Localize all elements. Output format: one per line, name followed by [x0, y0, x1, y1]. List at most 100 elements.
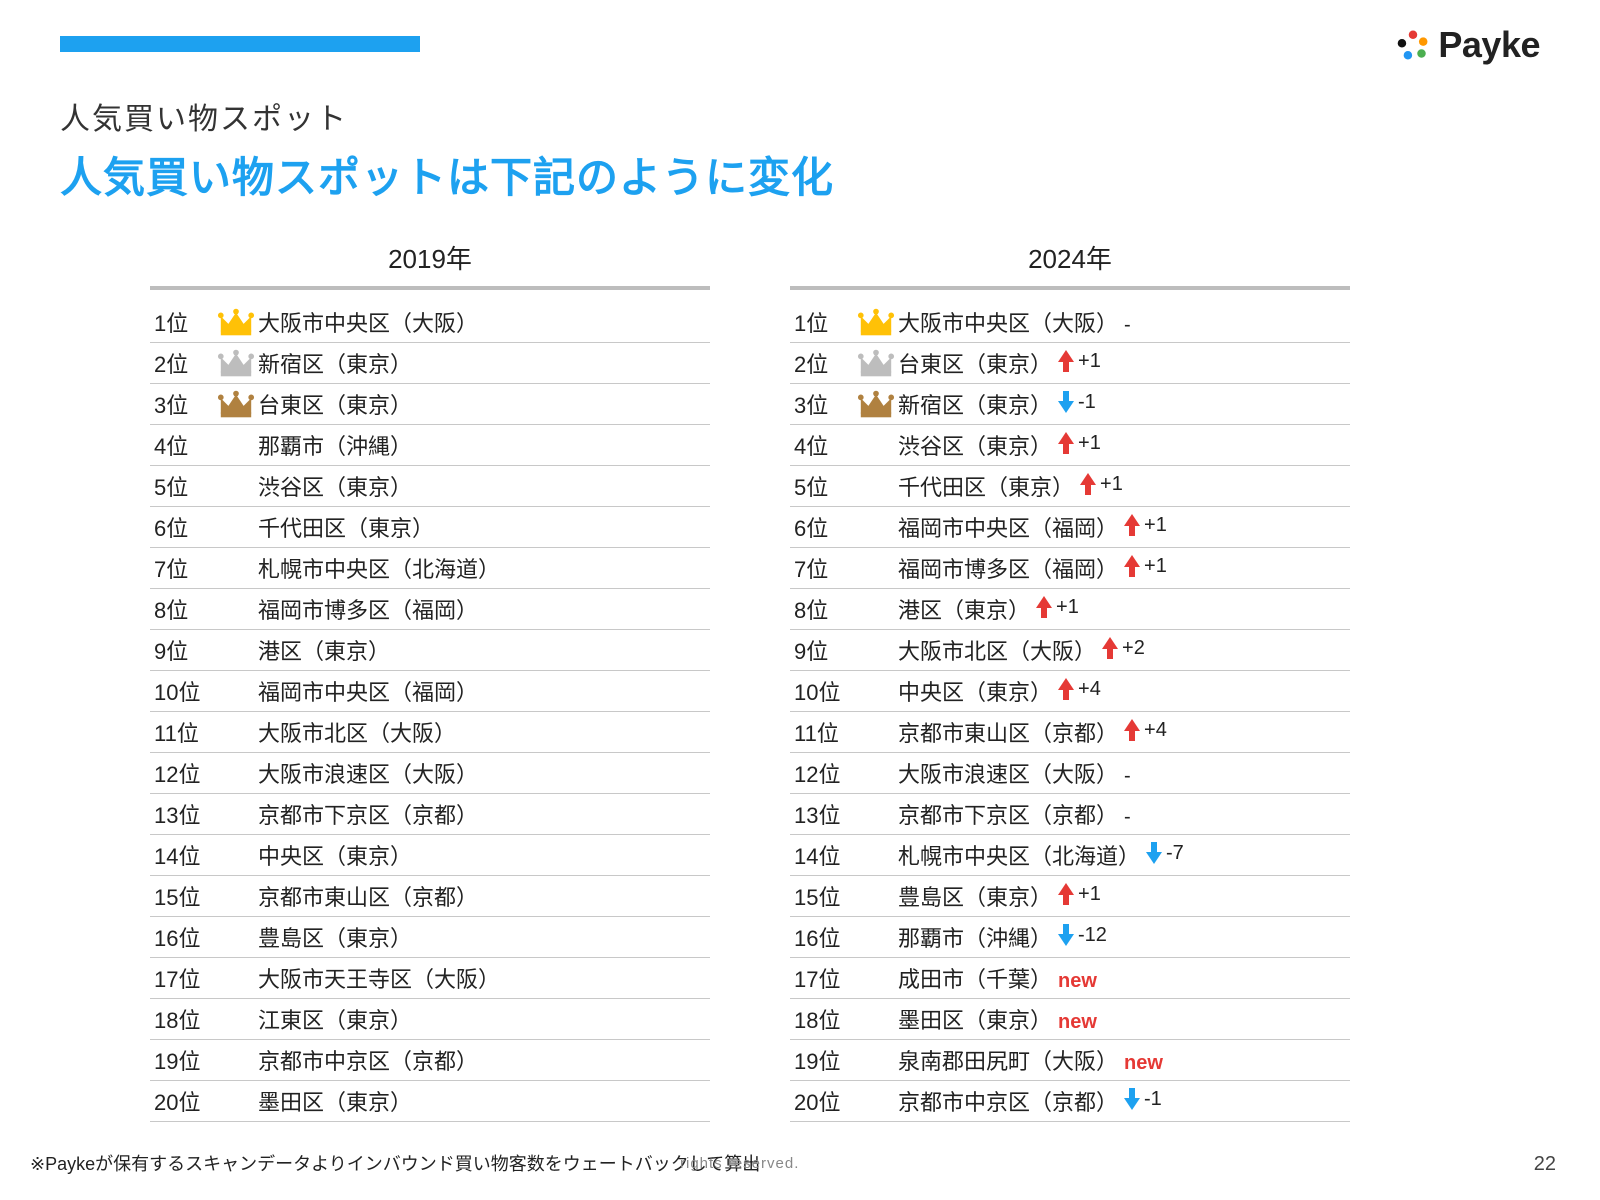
name-cell: 江東区（東京）	[258, 1003, 710, 1035]
delta-indicator: +4	[1058, 678, 1101, 701]
crown-icon	[854, 836, 898, 874]
delta-value: +2	[1122, 637, 1145, 660]
rank-cell: 18位	[790, 1003, 854, 1035]
table-row: 10位福岡市中央区（福岡）	[150, 671, 710, 712]
delta-indicator: +1	[1058, 350, 1101, 373]
table-row: 16位那覇市（沖縄） -12	[790, 917, 1350, 958]
table-row: 6位福岡市中央区（福岡） +1	[790, 507, 1350, 548]
crown-icon	[214, 918, 258, 956]
table-row: 10位中央区（東京） +4	[790, 671, 1350, 712]
ranking-column-2024: 2024年 1位 大阪市中央区（大阪）-2位 台東区（東京） +13位 新宿区（…	[790, 239, 1350, 1122]
table-row: 16位豊島区（東京）	[150, 917, 710, 958]
delta-value: +1	[1078, 432, 1101, 455]
rank-cell: 20位	[150, 1085, 214, 1117]
rank-cell: 6位	[790, 511, 854, 543]
delta-value: +4	[1078, 678, 1101, 701]
logo-text: Payke	[1438, 24, 1540, 66]
rank-cell: 16位	[150, 921, 214, 953]
name-cell: 大阪市中央区（大阪）-	[898, 306, 1350, 338]
rank-cell: 3位	[790, 388, 854, 420]
table-row: 20位墨田区（東京）	[150, 1081, 710, 1122]
crown-icon	[854, 303, 898, 341]
table-row: 19位 泉南郡田尻町（大阪）new	[790, 1040, 1350, 1081]
crown-icon	[214, 1000, 258, 1038]
name-cell: 京都市東山区（京都）	[258, 880, 710, 912]
name-cell: 台東区（東京）	[258, 388, 710, 420]
rank-cell: 19位	[790, 1044, 854, 1076]
table-row: 9位大阪市北区（大阪） +2	[790, 630, 1350, 671]
delta-value: -12	[1078, 924, 1107, 947]
crown-icon	[854, 549, 898, 587]
rank-cell: 5位	[150, 470, 214, 502]
table-row: 13位 京都市下京区（京都）	[150, 794, 710, 835]
delta-indicator: -12	[1058, 924, 1107, 947]
name-cell: 渋谷区（東京） +1	[898, 429, 1350, 461]
delta-value: -1	[1144, 1088, 1162, 1111]
table-row: 18位墨田区（東京）new	[790, 999, 1350, 1040]
delta-value: +1	[1078, 350, 1101, 373]
rank-cell: 11位	[150, 716, 214, 748]
name-cell: 渋谷区（東京）	[258, 470, 710, 502]
crown-icon	[214, 467, 258, 505]
delta-value: +1	[1144, 555, 1167, 578]
rank-cell: 2位	[150, 347, 214, 379]
rank-cell: 3位	[150, 388, 214, 420]
name-cell: 京都市中京区（京都） -1	[898, 1085, 1350, 1117]
rank-cell: 13位	[150, 798, 214, 830]
name-cell: 京都市東山区（京都） +4	[898, 716, 1350, 748]
rights-text: rights reserved.	[680, 1155, 799, 1172]
rank-cell: 12位	[790, 757, 854, 789]
page-number: 22	[1534, 1153, 1556, 1176]
crown-icon	[214, 590, 258, 628]
crown-icon	[854, 344, 898, 382]
rank-cell: 11位	[790, 716, 854, 748]
table-row: 8位福岡市博多区（福岡）	[150, 589, 710, 630]
slide: Payke 人気買い物スポット 人気買い物スポットは下記のように変化 2019年…	[0, 0, 1600, 1200]
brand-logo: Payke	[1396, 24, 1540, 66]
name-cell: 成田市（千葉）new	[898, 962, 1350, 994]
page-subtitle: 人気買い物スポット	[60, 94, 1540, 138]
delta-value: -7	[1166, 842, 1184, 865]
new-badge: new	[1124, 1052, 1163, 1074]
name-cell: 那覇市（沖縄）	[258, 429, 710, 461]
name-cell: 福岡市博多区（福岡） +1	[898, 552, 1350, 584]
crown-icon	[214, 508, 258, 546]
name-cell: 京都市下京区（京都）-	[898, 798, 1350, 830]
header: 人気買い物スポット 人気買い物スポットは下記のように変化	[60, 94, 1540, 205]
crown-icon	[854, 877, 898, 915]
rank-cell: 1位	[790, 306, 854, 338]
rank-cell: 5位	[790, 470, 854, 502]
rank-cell: 1位	[150, 306, 214, 338]
delta-value: +1	[1056, 596, 1079, 619]
table-row: 17位成田市（千葉）new	[790, 958, 1350, 999]
crown-icon	[214, 549, 258, 587]
name-cell: 泉南郡田尻町（大阪）new	[898, 1044, 1350, 1076]
table-row: 17位大阪市天王寺区（大阪）	[150, 958, 710, 999]
crown-icon	[854, 713, 898, 751]
name-cell: 大阪市中央区（大阪）	[258, 306, 710, 338]
table-row: 14位中央区（東京）	[150, 835, 710, 876]
table-row: 5位千代田区（東京） +1	[790, 466, 1350, 507]
table-row: 11位 京都市東山区（京都） +4	[790, 712, 1350, 753]
table-row: 14位札幌市中央区（北海道） -7	[790, 835, 1350, 876]
name-cell: 大阪市天王寺区（大阪）	[258, 962, 710, 994]
delta-indicator: -1	[1058, 391, 1096, 414]
name-cell: 大阪市北区（大阪） +2	[898, 634, 1350, 666]
new-badge: new	[1058, 1011, 1097, 1033]
delta-indicator: +4	[1124, 719, 1167, 742]
crown-icon	[854, 959, 898, 997]
crown-icon	[214, 877, 258, 915]
ranking-column-2019: 2019年 1位 大阪市中央区（大阪）2位 新宿区（東京）3位 台東区（東京）4…	[150, 239, 710, 1122]
name-cell: 大阪市浪速区（大阪）-	[898, 757, 1350, 789]
rank-cell: 16位	[790, 921, 854, 953]
name-cell: 中央区（東京）	[258, 839, 710, 871]
crown-icon	[854, 1041, 898, 1079]
delta-value: +1	[1078, 883, 1101, 906]
table-row: 15位豊島区（東京） +1	[790, 876, 1350, 917]
name-cell: 港区（東京）	[258, 634, 710, 666]
crown-icon	[854, 508, 898, 546]
crown-icon	[214, 795, 258, 833]
name-cell: 京都市下京区（京都）	[258, 798, 710, 830]
delta-indicator: +1	[1058, 883, 1101, 906]
column-header: 2019年	[150, 239, 710, 290]
